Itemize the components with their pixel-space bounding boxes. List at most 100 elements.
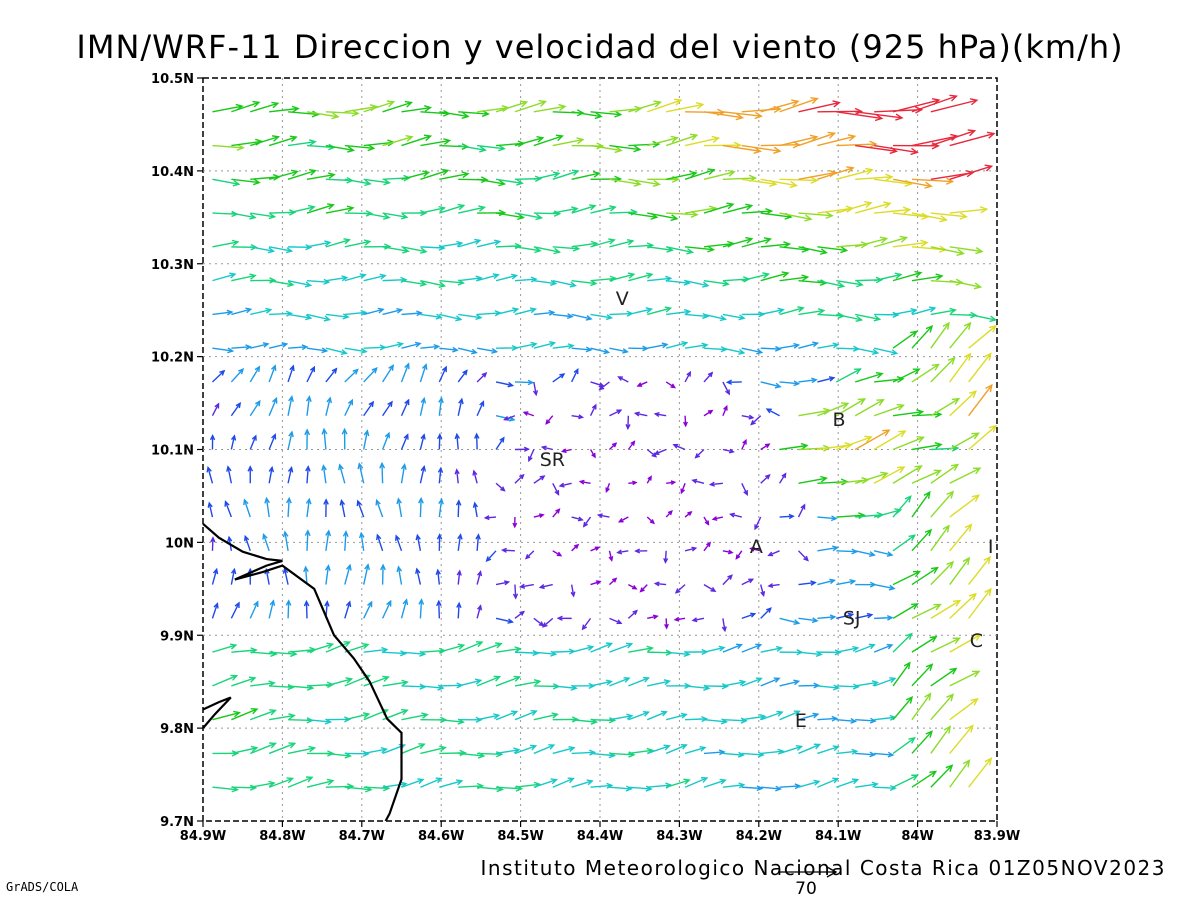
wind-arrow [855,781,879,788]
wind-arrow [874,784,897,792]
wind-arrow [665,381,677,389]
wind-arrow [911,770,938,788]
wind-arrow [598,381,610,391]
wind-arrow [949,390,978,417]
wind-arrow [892,239,929,248]
wind-arrow [439,111,470,119]
wind-arrow [363,400,375,417]
wind-arrow [684,168,716,180]
wind-arrow [571,313,593,321]
wind-arrow [305,395,312,416]
wind-arrow [930,560,955,586]
wind-arrow [666,102,705,113]
x-tick-label: 84.1W [815,829,861,844]
wind-arrow [722,347,746,355]
wind-arrow [836,748,859,755]
wind-arrow [703,279,730,287]
wind-arrow [375,498,384,518]
wind-arrow [666,308,692,316]
wind-arrow [798,377,818,384]
wind-arrow [798,341,820,349]
wind-arrow [476,273,500,282]
wind-arrow [341,427,348,450]
wind-arrow [321,427,328,450]
wind-arrow [287,364,295,383]
city-label: V [616,288,629,310]
wind-arrow [420,279,447,288]
wind-arrow [250,780,276,788]
wind-arrow [647,614,659,620]
wind-arrow [382,781,408,788]
wind-arrow [231,307,253,316]
wind-arrow [628,480,638,486]
wind-arrow [665,509,673,518]
wind-arrow [514,276,538,283]
wind-arrow [212,103,244,113]
wind-arrow [230,601,240,619]
wind-arrow [304,529,311,551]
wind-arrow [968,313,998,323]
wind-arrow [892,408,925,417]
wind-arrow [760,645,784,653]
wind-arrow [703,645,726,653]
wind-arrow [653,448,667,456]
wind-arrow [303,565,309,585]
wind-arrow [250,101,280,113]
wind-arrow [798,246,828,255]
wind-arrow [722,236,754,248]
y-tick-label: 9.9N [160,629,194,644]
wind-arrow [286,496,292,518]
wind-arrow [303,599,310,619]
wind-arrow [855,111,904,121]
wind-arrow [817,545,840,552]
wind-arrow [338,463,346,484]
wind-arrow [306,203,335,214]
wind-arrow [892,465,923,484]
wind-arrow [722,448,735,454]
wind-arrow [381,599,392,619]
wind-arrow [436,599,442,619]
wind-arrow [680,483,686,495]
wind-arrow [760,99,800,113]
wind-arrow [873,643,894,653]
wind-arrow [684,135,721,147]
wind-arrow [552,279,577,288]
wind-arrow [721,618,727,633]
wind-arrow [609,409,623,417]
wind-arrow [269,683,295,691]
wind-arrow [533,650,558,657]
wind-arrow [663,550,669,564]
wind-arrow [545,415,554,425]
wind-arrow [439,346,459,353]
wind-arrow [892,570,921,586]
wind-arrow [646,710,668,721]
wind-arrow [533,309,556,316]
wind-arrow [892,368,921,383]
wind-arrow [571,779,594,788]
wind-arrow [760,271,790,282]
wind-arrow [269,279,295,288]
wind-arrow [268,777,295,788]
wind-arrow [231,745,259,755]
wind-arrow [741,237,772,248]
wind-arrow [495,212,525,221]
wind-arrow [458,347,478,355]
wind-arrow [911,469,943,484]
wind-arrow [552,313,574,320]
wind-arrow [571,543,580,552]
wind-arrow [741,677,763,687]
wind-arrow [741,482,748,497]
wind-arrow [628,676,651,687]
wind-arrow [420,205,446,214]
city-label: SJ [843,608,861,630]
wind-arrow [231,273,257,282]
wind-arrow [306,111,340,120]
wind-arrow [930,693,955,721]
wind-arrow [514,246,542,254]
wind-arrow [325,783,355,790]
wind-arrow [533,134,564,147]
wind-arrow [590,238,616,248]
wind-arrow [664,618,669,630]
wind-arrow [817,134,857,147]
wind-arrow [741,414,755,420]
